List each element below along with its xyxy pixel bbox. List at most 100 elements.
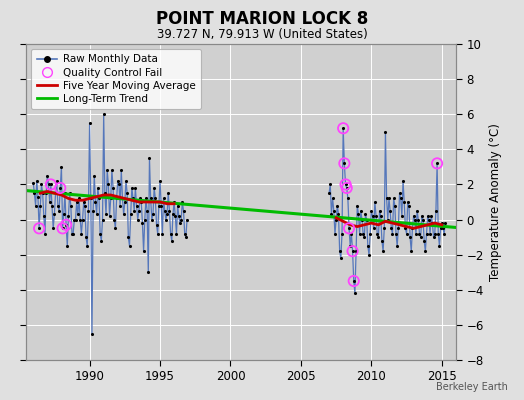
Point <box>348 248 357 254</box>
Point <box>406 234 414 240</box>
Point <box>420 238 429 244</box>
Point <box>151 195 159 202</box>
Point <box>168 238 176 244</box>
Point <box>125 243 134 249</box>
Point <box>37 181 46 188</box>
Y-axis label: Temperature Anomaly (°C): Temperature Anomaly (°C) <box>489 123 502 281</box>
Point <box>348 248 357 254</box>
Point <box>370 199 379 205</box>
Point <box>329 195 337 202</box>
Point <box>344 195 352 202</box>
Point <box>86 195 95 202</box>
Point <box>110 216 118 223</box>
Point <box>379 248 387 254</box>
Point <box>68 230 76 237</box>
Point <box>368 213 377 219</box>
Point <box>393 243 401 249</box>
Point <box>58 225 67 232</box>
Point <box>130 208 138 214</box>
Point <box>72 199 81 205</box>
Point <box>347 230 356 237</box>
Point <box>429 234 438 240</box>
Point <box>173 202 182 209</box>
Point <box>419 216 427 223</box>
Point <box>82 234 90 240</box>
Point <box>339 125 347 132</box>
Point <box>90 172 99 179</box>
Point <box>343 185 351 191</box>
Point <box>372 213 380 219</box>
Point <box>35 225 43 232</box>
Point <box>179 208 188 214</box>
Point <box>333 202 342 209</box>
Point <box>109 185 117 191</box>
Point <box>36 202 45 209</box>
Point <box>413 208 421 214</box>
Point <box>407 248 416 254</box>
Point <box>414 216 422 223</box>
Point <box>140 216 149 223</box>
Point <box>388 230 397 237</box>
Point <box>55 208 63 214</box>
Point <box>94 185 102 191</box>
Point <box>145 155 154 161</box>
Point <box>412 230 420 237</box>
Point <box>128 185 136 191</box>
Point <box>411 216 419 223</box>
Point <box>383 195 391 202</box>
Point <box>345 225 353 232</box>
Point <box>160 208 169 214</box>
Point <box>165 208 173 214</box>
Point <box>48 202 56 209</box>
Point <box>99 216 107 223</box>
Point <box>170 199 178 205</box>
Point <box>360 234 368 240</box>
Point <box>164 190 172 196</box>
Point <box>403 199 412 205</box>
Point <box>45 181 53 188</box>
Point <box>56 185 64 191</box>
Point <box>119 211 128 218</box>
Point <box>149 211 157 218</box>
Point <box>328 211 336 218</box>
Point <box>111 225 119 232</box>
Point <box>353 202 362 209</box>
Point <box>117 167 125 174</box>
Point <box>154 230 162 237</box>
Point <box>363 216 371 223</box>
Point <box>96 230 104 237</box>
Point <box>340 160 348 166</box>
Point <box>335 248 344 254</box>
Point <box>381 128 390 135</box>
Point <box>398 213 406 219</box>
Point <box>104 181 113 188</box>
Point <box>66 190 74 196</box>
Point <box>102 211 110 218</box>
Point <box>103 167 112 174</box>
Point <box>373 230 381 237</box>
Point <box>89 208 97 214</box>
Point <box>60 211 68 218</box>
Point <box>399 178 407 184</box>
Point <box>174 213 183 219</box>
Point <box>97 238 105 244</box>
Point <box>85 120 94 126</box>
Point <box>432 208 440 214</box>
Point <box>357 208 365 214</box>
Point <box>150 185 158 191</box>
Point <box>131 185 139 191</box>
Point <box>433 160 441 166</box>
Point <box>53 202 62 209</box>
Point <box>182 234 190 240</box>
Point <box>123 190 132 196</box>
Point <box>378 238 386 244</box>
Point <box>158 230 167 237</box>
Point <box>118 195 127 202</box>
Point <box>34 194 42 200</box>
Point <box>440 230 449 237</box>
Point <box>172 230 181 237</box>
Point <box>435 243 444 249</box>
Point <box>61 190 69 196</box>
Point <box>46 199 54 205</box>
Point <box>386 208 395 214</box>
